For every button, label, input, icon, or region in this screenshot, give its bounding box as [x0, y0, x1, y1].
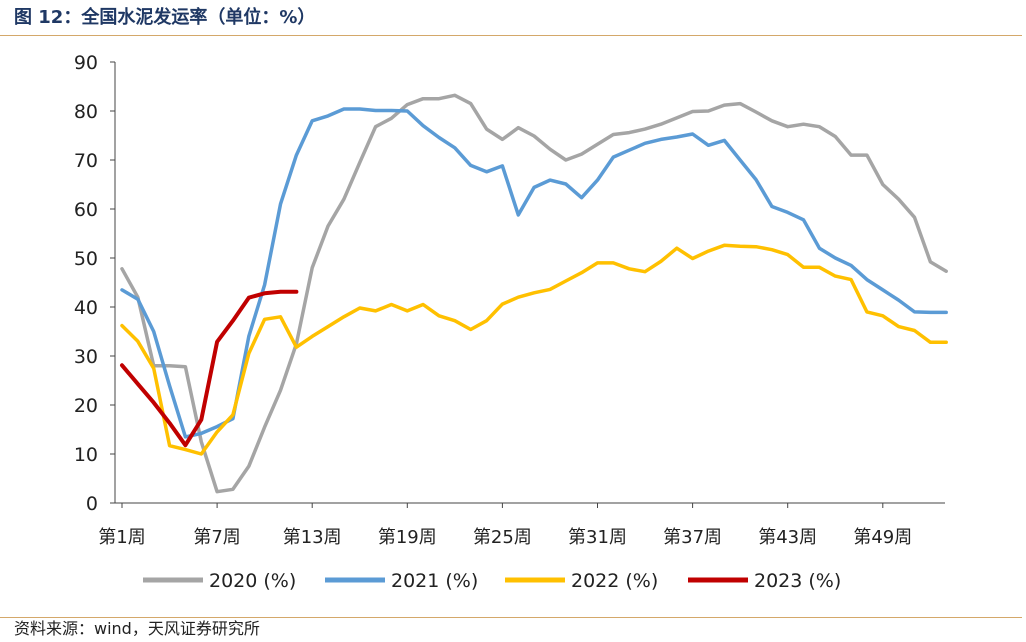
series-line-2023 — [120, 289, 299, 448]
x-tick-label: 第37周 — [663, 527, 722, 548]
y-tick-label: 80 — [74, 101, 98, 123]
legend-label: 2020 (%) — [209, 570, 296, 592]
y-tick-label: 70 — [74, 150, 98, 172]
title-rule — [0, 35, 1022, 36]
y-tick-label: 10 — [74, 444, 98, 466]
legend-label: 2022 (%) — [571, 570, 658, 592]
y-tick-label: 40 — [74, 297, 98, 319]
y-tick-label: 20 — [74, 395, 98, 417]
figure-title: 图 12：全国水泥发运率（单位：%） — [14, 7, 316, 28]
y-tick-label: 0 — [86, 493, 98, 515]
series-line-2020 — [120, 93, 948, 494]
y-tick-label: 60 — [74, 199, 98, 221]
y-tick-label: 50 — [74, 248, 98, 270]
legend-label: 2021 (%) — [391, 570, 478, 592]
series-line-2022 — [120, 243, 948, 456]
x-tick-label: 第49周 — [853, 527, 912, 548]
x-tick-label: 第43周 — [758, 527, 817, 548]
source-rule — [0, 617, 1022, 618]
source-note: 资料来源：wind，天风证券研究所 — [14, 619, 260, 638]
x-tick-label: 第1周 — [98, 527, 145, 548]
chart-legend: 2020 (%) 2021 (%) 2022 (%) 2023 (%) — [143, 570, 841, 592]
x-tick-label: 第31周 — [568, 527, 627, 548]
x-tick-label: 第19周 — [378, 527, 437, 548]
y-tick-label: 90 — [74, 52, 98, 74]
chart-axes: 0 10 20 30 40 50 60 70 80 90 第1周 第7周 第13周 第19周 第25周 第31… — [74, 52, 945, 548]
x-tick-label: 第7周 — [193, 527, 240, 548]
y-tick-label: 30 — [74, 346, 98, 368]
series-line-2021 — [120, 107, 948, 439]
legend-label: 2023 (%) — [754, 570, 841, 592]
x-tick-label: 第13周 — [283, 527, 342, 548]
chart-series — [120, 93, 948, 494]
x-tick-label: 第25周 — [473, 527, 532, 548]
